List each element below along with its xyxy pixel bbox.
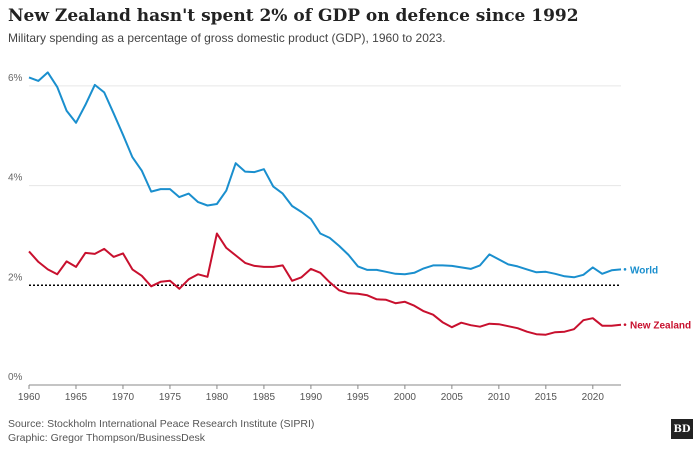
y-tick-label: 2% xyxy=(8,272,23,283)
x-tick-label: 1975 xyxy=(159,392,182,403)
series-end-marker-new-zealand xyxy=(623,323,627,326)
series-label-new-zealand: New Zealand xyxy=(630,321,691,332)
series-label-world: World xyxy=(630,265,658,276)
chart-title: New Zealand hasn't spent 2% of GDP on de… xyxy=(8,6,579,26)
x-tick-label: 2020 xyxy=(582,392,605,403)
x-tick-label: 1995 xyxy=(347,392,370,403)
x-tick-label: 2000 xyxy=(394,392,417,403)
y-tick-label: 4% xyxy=(8,173,23,184)
series-line-new-zealand xyxy=(28,232,622,336)
x-tick-label: 1960 xyxy=(18,392,41,403)
y-tick-label: 0% xyxy=(8,372,23,383)
y-tick-label: 6% xyxy=(8,73,23,84)
x-tick-label: 2010 xyxy=(488,392,511,403)
x-tick-label: 1965 xyxy=(65,392,88,403)
chart-subtitle: Military spending as a percentage of gro… xyxy=(8,31,446,45)
x-tick-label: 1985 xyxy=(253,392,276,403)
x-tick-label: 1980 xyxy=(206,392,229,403)
graphic-credit: Graphic: Gregor Thompson/BusinessDesk xyxy=(8,432,206,444)
x-tick-label: 1970 xyxy=(112,392,135,403)
footer: Source: Stockholm International Peace Re… xyxy=(8,417,314,445)
x-tick-label: 2005 xyxy=(441,392,464,403)
source-note: Source: Stockholm International Peace Re… xyxy=(8,418,315,430)
businessdesk-logo: BD xyxy=(671,419,693,439)
x-tick-label: 1990 xyxy=(300,392,323,403)
x-tick-label: 2015 xyxy=(535,392,558,403)
series-line-world xyxy=(28,71,622,279)
series-end-marker-world xyxy=(623,268,627,271)
